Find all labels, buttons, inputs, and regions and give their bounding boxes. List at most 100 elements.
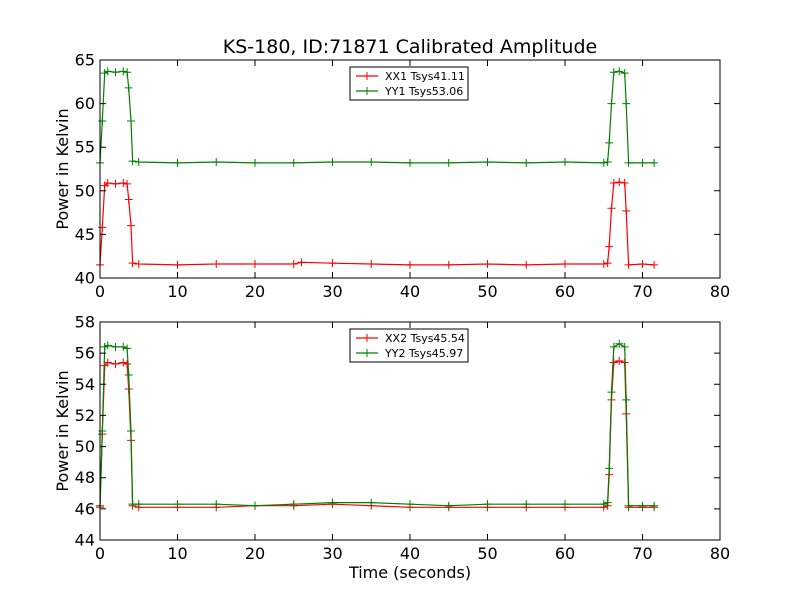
data-point [444, 501, 453, 510]
x-tick-label: 50 [477, 282, 497, 301]
data-point [650, 260, 659, 269]
legend-marker [363, 349, 371, 357]
data-point [483, 158, 492, 167]
data-point [111, 68, 120, 77]
data-point [134, 260, 143, 269]
top-panel: 0 10 20 30 40 50 60 70 80 40 45 50 55 60 65 Power in Ke… [53, 51, 730, 302]
data-point [561, 260, 569, 269]
data-point [650, 501, 659, 510]
data-point [212, 260, 221, 269]
data-point [124, 195, 133, 204]
y-tick-label: 40 [75, 269, 95, 288]
data-point [650, 158, 659, 167]
data-point [134, 158, 143, 167]
data-point [367, 158, 376, 167]
data-point [128, 259, 137, 268]
y-tick-label: 44 [75, 531, 95, 550]
x-tick-label: 50 [477, 544, 497, 563]
data-point [119, 342, 128, 351]
series-line [99, 181, 655, 266]
x-tick-label: 20 [245, 282, 265, 301]
data-point [615, 67, 624, 76]
data-point [328, 498, 337, 507]
series-line [99, 343, 655, 507]
data-point [103, 178, 112, 187]
data-point [607, 388, 616, 397]
data-point [603, 259, 612, 268]
chart-title: KS-180, ID:71871 Calibrated Amplitude [223, 36, 597, 58]
data-point [212, 158, 221, 167]
data-point [622, 395, 631, 404]
data-point [367, 260, 376, 269]
x-tick-label: 70 [632, 544, 652, 563]
data-point [328, 158, 337, 167]
y-tick-label: 46 [75, 499, 95, 518]
data-point [328, 259, 337, 268]
y-tick-label: 58 [75, 313, 95, 332]
data-point [483, 260, 492, 269]
data-point [444, 158, 453, 167]
legend-box [349, 328, 469, 363]
x-tick-label: 70 [632, 282, 652, 301]
data-point [297, 258, 306, 267]
x-tick-label: 30 [322, 544, 342, 563]
data-point [289, 158, 298, 167]
data-point [124, 370, 133, 379]
x-tick-label: 60 [555, 282, 575, 301]
legend-label: XX1 Tsys41.11 [385, 70, 465, 83]
y-tick-label: 50 [75, 437, 95, 456]
data-point [624, 260, 633, 269]
y-tick-label: 52 [75, 406, 95, 425]
legend-label: YY2 Tsys45.97 [384, 347, 463, 360]
data-point [123, 344, 132, 353]
data-point [103, 67, 112, 76]
x-tick-label: 10 [167, 544, 187, 563]
legend-marker [363, 72, 371, 80]
y-axis-label: Power in Kelvin [53, 108, 72, 229]
x-tick-label: 40 [400, 544, 420, 563]
data-point [609, 178, 618, 187]
data-point [173, 500, 182, 509]
data-point [127, 117, 135, 126]
x-tick-label: 0 [95, 282, 105, 301]
data-point [609, 68, 618, 77]
data-point [622, 206, 631, 215]
data-point [561, 158, 569, 167]
data-point [444, 260, 453, 269]
data-point [134, 500, 143, 509]
data-point [127, 221, 135, 230]
series-1 [96, 356, 659, 512]
series-line [99, 360, 655, 508]
data-point [123, 360, 132, 369]
data-point [615, 178, 624, 187]
data-point [173, 260, 182, 269]
data-point [609, 358, 618, 367]
data-point [605, 138, 614, 147]
x-tick-label: 10 [167, 282, 187, 301]
data-point [119, 178, 128, 187]
data-point [638, 158, 647, 167]
data-point [605, 464, 614, 473]
data-point [128, 157, 137, 166]
data-point [111, 342, 120, 351]
data-point [251, 158, 259, 167]
data-point [609, 342, 618, 351]
x-tick-label: 60 [555, 544, 575, 563]
x-tick-label: 30 [322, 282, 342, 301]
data-point [103, 358, 112, 367]
data-point [599, 158, 608, 167]
data-point [638, 260, 647, 269]
bottom-panel: 0 10 20 30 40 50 60 70 80 44 46 48 50 52 54 56 58 Power i… [53, 313, 730, 564]
data-point [561, 500, 569, 509]
legend-label: YY1 Tsys53.06 [384, 85, 463, 98]
data-point [289, 260, 298, 269]
data-point [103, 341, 112, 350]
data-point [483, 500, 492, 509]
data-point [603, 158, 612, 167]
data-point [119, 67, 128, 76]
data-point [620, 342, 629, 351]
data-point [615, 356, 624, 365]
data-point [522, 500, 531, 509]
x-tick-label: 80 [710, 282, 730, 301]
data-point [603, 498, 612, 507]
